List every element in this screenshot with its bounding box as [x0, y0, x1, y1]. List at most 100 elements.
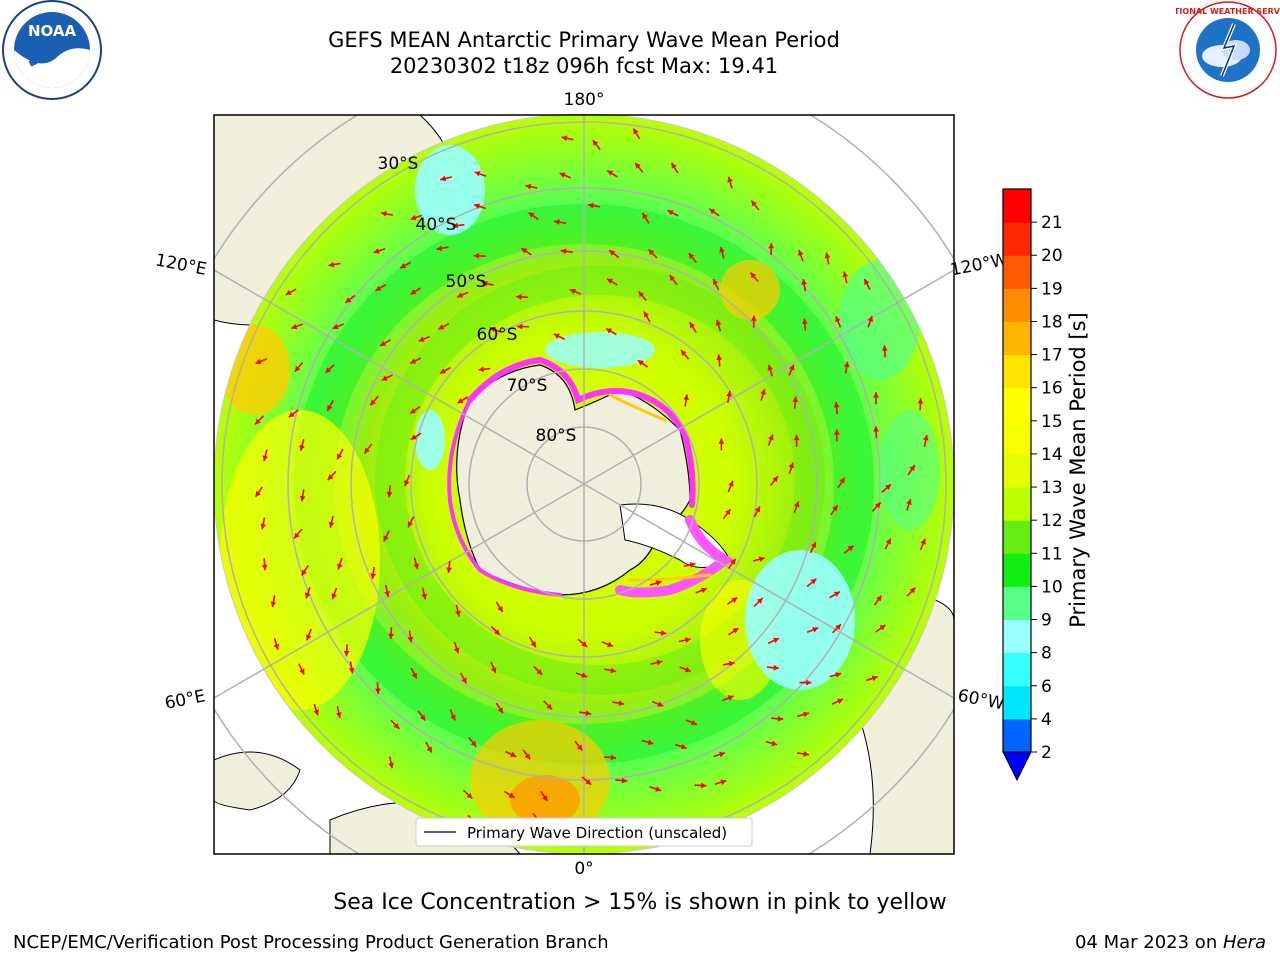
- wave-arrow-head: [637, 360, 644, 366]
- wave-arrow-head: [381, 375, 388, 381]
- wave-arrow-head: [446, 567, 452, 573]
- wave-arrow-head: [922, 434, 929, 441]
- colorbar-tick-label: 13: [1041, 478, 1063, 498]
- nws-logo: NATIONAL WEATHER SERVICE: [1176, 1, 1280, 99]
- wave-arrow-head: [418, 336, 425, 342]
- wave-arrow-head: [439, 368, 446, 374]
- wave-arrow-head: [413, 563, 419, 570]
- wave-arrow-head: [553, 333, 560, 339]
- wave-arrow-head: [906, 499, 912, 506]
- colorbar-block: [1003, 553, 1031, 587]
- wave-arrow-head: [262, 455, 269, 462]
- wave-arrow-head: [683, 394, 690, 401]
- colorbar-tick-label: 21: [1041, 213, 1063, 233]
- lat-label-40s: 40°S: [416, 215, 457, 235]
- wave-arrow-head: [348, 667, 355, 674]
- wave-arrow-head: [685, 637, 691, 643]
- wave-arrow-head: [337, 563, 343, 570]
- wave-arrow-head: [581, 672, 588, 678]
- wave-arrow-head: [530, 641, 536, 648]
- lat-label-30s: 30°S: [378, 154, 419, 174]
- wave-arrow-head: [728, 660, 735, 667]
- colorbar-block: [1003, 222, 1031, 256]
- lon-label-120e: 120°E: [154, 250, 209, 279]
- nws-logo-text: NATIONAL WEATHER SERVICE: [1176, 7, 1280, 16]
- wave-arrow-head: [655, 580, 662, 586]
- wave-arrow-head: [881, 345, 888, 351]
- wave-arrow-head: [299, 668, 305, 675]
- colorbar-tick-label: 18: [1041, 312, 1063, 332]
- wave-arrow-head: [754, 506, 760, 513]
- wave-arrow-head: [812, 627, 819, 633]
- wave-arrow-head: [516, 294, 522, 300]
- wave-arrow-head: [618, 700, 625, 707]
- wave-arrow-head: [305, 592, 311, 599]
- wave-arrow-head: [871, 675, 878, 682]
- wave-arrow-head: [525, 183, 532, 190]
- colorbar-block: [1003, 354, 1031, 389]
- wave-arrow-head: [824, 252, 831, 259]
- map-frame: [213, 114, 955, 855]
- wave-arrow-head: [536, 669, 543, 675]
- wave-arrow-head: [306, 634, 312, 641]
- wave-arrow-head: [436, 245, 443, 252]
- wave-arrow-head: [719, 751, 725, 758]
- wave-arrow-head: [255, 418, 261, 425]
- wave-arrow-head: [835, 672, 842, 678]
- wave-arrow-head: [481, 280, 488, 287]
- wave-arrow-head: [407, 521, 414, 528]
- wave-arrow-head: [773, 637, 780, 644]
- wave-arrow-head: [728, 480, 734, 487]
- wave-arrow-head: [803, 711, 809, 718]
- wave-arrow-head: [546, 703, 553, 710]
- colorbar-tick-label: 19: [1041, 279, 1063, 299]
- wave-arrow-head: [834, 429, 840, 435]
- wave-arrow-head: [885, 538, 891, 545]
- wave-arrow-head: [542, 795, 548, 802]
- sea-ice: [447, 356, 734, 598]
- wave-arrow-head: [610, 754, 617, 761]
- wave-arrow-head: [867, 315, 874, 322]
- lat-label-50s: 50°S: [446, 272, 487, 292]
- wave-arrow-head: [388, 633, 394, 640]
- plot-title-line2: 20230302 t18z 096h fcst Max: 19.41: [389, 54, 779, 78]
- wave-arrow-head: [671, 162, 677, 169]
- wave-arrow-head: [798, 249, 804, 256]
- wave-arrow-head: [438, 324, 445, 330]
- wave-arrow-head: [517, 323, 523, 330]
- wave-arrow-head: [285, 289, 292, 295]
- wave-arrow-head: [410, 358, 417, 364]
- wave-arrow-head: [450, 714, 456, 721]
- wave-arrow-head: [689, 562, 696, 568]
- wave-arrow-head: [370, 573, 377, 579]
- wave-arrow-head: [803, 751, 809, 757]
- wave-arrow-head: [793, 434, 800, 441]
- plot-title-line1: GEFS MEAN Antarctic Primary Wave Mean Pe…: [328, 28, 840, 52]
- wave-arrow-head: [325, 367, 332, 373]
- wave-arrow-head: [669, 275, 676, 281]
- sea-ice-note: Sea Ice Concentration > 15% is shown in …: [333, 890, 947, 915]
- wave-arrow-head: [768, 242, 775, 249]
- colorbar-tick-label: 10: [1041, 577, 1063, 597]
- wave-arrow-head: [528, 212, 535, 218]
- colorbar-tick-label: 2: [1041, 743, 1052, 763]
- wave-direction-arrows: [254, 128, 929, 834]
- footer-date: 04 Mar 2023 on Hera: [1075, 932, 1266, 953]
- lon-label-0: 0°: [574, 859, 593, 879]
- colorbar-tick-label: 15: [1041, 412, 1063, 432]
- wave-arrow-head: [647, 739, 654, 746]
- wave-arrow-head: [559, 172, 566, 178]
- wave-arrow-head: [524, 753, 531, 760]
- wave-arrow-head: [521, 248, 528, 254]
- wave-arrow-head: [680, 350, 687, 356]
- wave-arrow-head: [328, 261, 335, 268]
- wave-arrow-head: [873, 426, 879, 432]
- wave-arrow-head: [657, 701, 664, 707]
- colorbar-block: [1003, 255, 1031, 289]
- legend-text: Primary Wave Direction (unscaled): [467, 824, 727, 842]
- wave-arrow-head: [920, 538, 926, 545]
- wave-arrow-head: [410, 434, 417, 440]
- wave-arrow-head: [576, 744, 583, 751]
- wave-arrow-head: [384, 591, 390, 597]
- wave-arrow-head: [777, 715, 784, 722]
